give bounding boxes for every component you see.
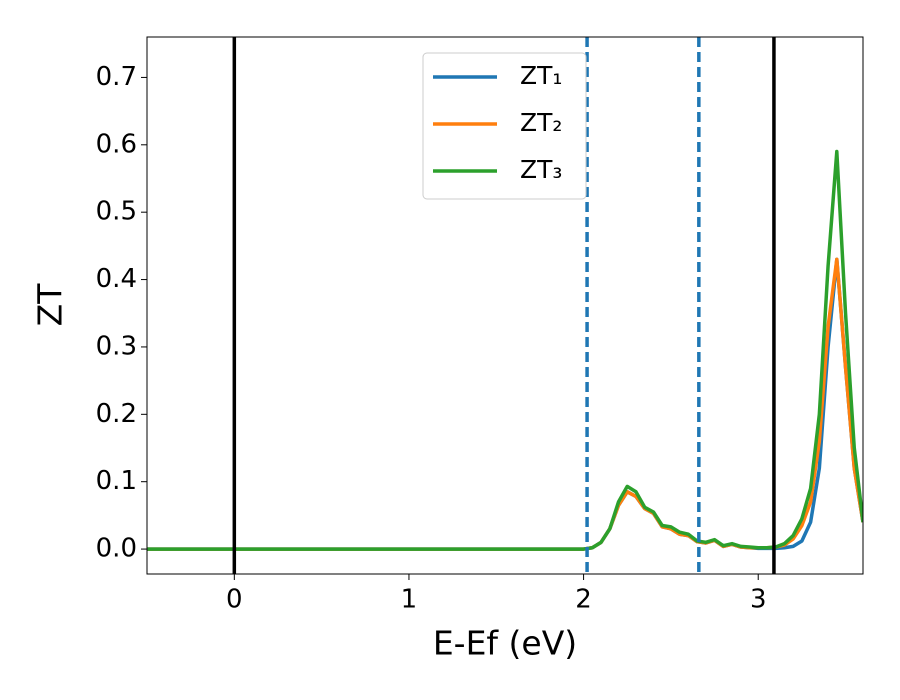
legend-label: ZT₁: [520, 61, 562, 90]
line-series: [147, 149, 863, 551]
plot-frame: [146, 36, 864, 575]
y-tick-label: 0.7: [96, 62, 137, 92]
y-tick-label: 0.2: [96, 399, 137, 429]
x-tick-label: 0: [226, 585, 243, 615]
legend-label: ZT₃: [520, 155, 562, 184]
x-tick-label: 1: [401, 585, 418, 615]
legend-box: [422, 52, 587, 200]
y-tick-label: 0.1: [96, 466, 137, 496]
y-tick-label: 0.5: [96, 197, 137, 227]
line-series: [147, 257, 863, 551]
y-tick-label: 0.0: [96, 534, 137, 564]
y-tick-label: 0.3: [96, 331, 137, 361]
line-series: [147, 257, 863, 551]
x-axis-label: E-Ef (eV): [433, 624, 577, 663]
x-tick-label: 2: [575, 585, 592, 615]
y-tick-label: 0.4: [96, 264, 137, 294]
legend-label: ZT₂: [520, 108, 562, 137]
y-axis-label: ZT: [31, 283, 70, 327]
y-tick-label: 0.6: [96, 129, 137, 159]
x-tick-label: 3: [750, 585, 767, 615]
